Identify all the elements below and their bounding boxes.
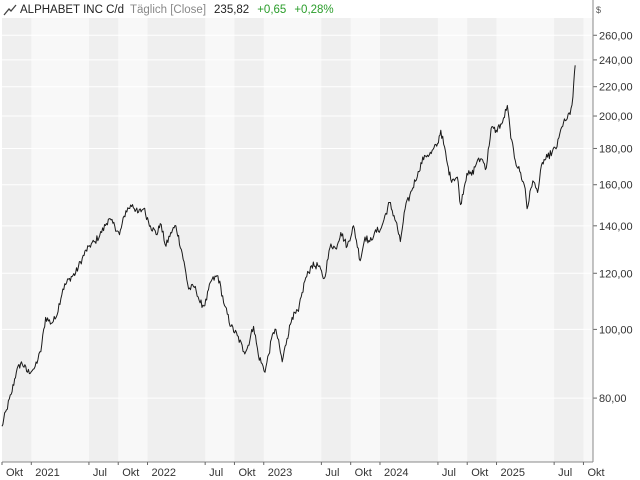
- x-tick-label: Jul: [558, 467, 572, 479]
- y-tick-label: 200,00: [599, 111, 633, 123]
- quarter-band: [554, 18, 584, 462]
- interval-label: Täglich [Close]: [129, 4, 207, 16]
- x-tick-label: Jul: [325, 467, 339, 479]
- x-tick-label: Okt: [471, 467, 488, 479]
- x-tick-label: 2024: [384, 467, 408, 479]
- quarter-band: [2, 18, 32, 462]
- y-tick-label: 140,00: [599, 221, 633, 233]
- y-tick-label: 80,00: [599, 393, 627, 405]
- quarter-band: [467, 18, 497, 462]
- x-tick-label: Jul: [93, 467, 107, 479]
- quarter-band: [379, 18, 438, 462]
- instrument-title: ALPHABET INC C/d: [20, 4, 124, 16]
- y-tick-label: 160,00: [599, 180, 633, 192]
- quarter-band: [88, 18, 119, 462]
- x-tick-label: Jul: [209, 467, 223, 479]
- x-tick-label: Okt: [238, 467, 255, 479]
- x-tick-label: 2023: [268, 467, 292, 479]
- last-price: 235,82: [214, 4, 250, 16]
- y-tick-label: 180,00: [599, 143, 633, 155]
- change-absolute: +0,65: [257, 4, 287, 16]
- x-tick-label: 2021: [35, 467, 59, 479]
- price-series-line: [1, 65, 576, 427]
- change-percent: +0,28%: [294, 4, 334, 16]
- quarter-band: [321, 18, 351, 462]
- chart-header: ALPHABET INC C/d Täglich [Close] 235,82 …: [3, 2, 338, 18]
- x-tick-label: 2025: [501, 467, 525, 479]
- x-tick-label: Okt: [122, 467, 139, 479]
- quarter-band: [147, 18, 206, 462]
- y-tick-label: 220,00: [599, 82, 633, 94]
- chart-logo-icon: [3, 4, 17, 16]
- x-tick-label: Okt: [355, 467, 372, 479]
- x-tick-label: Okt: [6, 467, 23, 479]
- y-tick-label: 120,00: [599, 268, 633, 280]
- currency-label: $: [596, 5, 602, 15]
- y-tick-label: 240,00: [599, 55, 633, 67]
- quarter-band: [234, 18, 264, 462]
- y-tick-label: 260,00: [599, 30, 633, 42]
- x-tick-label: Okt: [587, 467, 604, 479]
- x-tick-label: 2022: [152, 467, 176, 479]
- y-tick-label: 100,00: [599, 324, 633, 336]
- x-tick-label: Jul: [442, 467, 456, 479]
